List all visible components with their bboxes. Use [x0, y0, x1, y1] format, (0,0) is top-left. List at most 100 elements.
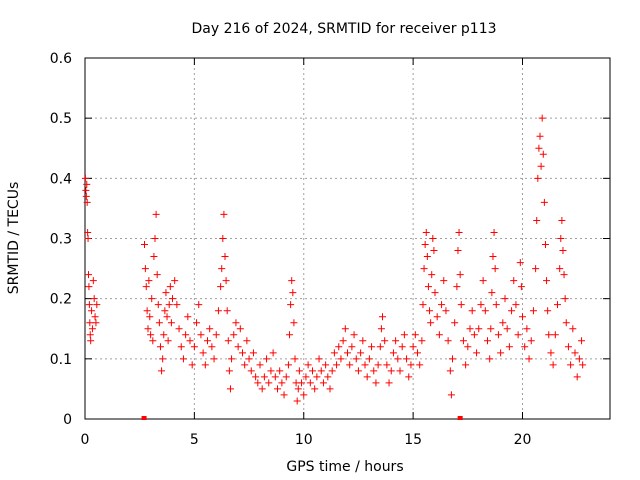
data-point [449, 355, 456, 363]
data-point [492, 301, 500, 309]
data-point [236, 325, 244, 333]
data-point [385, 379, 393, 387]
data-point [431, 289, 439, 297]
y-tick-label: 0.1 [50, 352, 72, 368]
data-point [324, 373, 332, 381]
data-point [454, 247, 462, 255]
data-point [424, 283, 432, 291]
data-point [536, 132, 544, 140]
data-point [193, 319, 201, 327]
data-point [190, 343, 198, 351]
data-point [322, 361, 330, 369]
data-point [221, 253, 229, 261]
data-point [429, 235, 437, 242]
data-point [280, 391, 288, 399]
data-point [298, 379, 306, 387]
data-point [150, 253, 158, 261]
data-point [512, 301, 520, 309]
data-point [195, 301, 203, 309]
x-tick-label: 15 [404, 432, 422, 448]
y-tick-label: 0.3 [50, 232, 72, 248]
data-point [225, 367, 233, 375]
data-point [306, 379, 314, 387]
data-point [165, 301, 173, 309]
data-point [294, 385, 302, 393]
data-point [274, 385, 281, 393]
data-point [82, 192, 90, 200]
data-point [287, 301, 295, 309]
data-point [92, 319, 100, 327]
data-point [291, 355, 299, 363]
data-point [83, 198, 91, 206]
data-point [451, 319, 459, 327]
data-point [230, 331, 238, 339]
data-point [487, 325, 495, 333]
data-point [394, 355, 402, 363]
data-point [392, 337, 400, 345]
y-tick-label: 0 [63, 412, 72, 428]
data-point [462, 361, 470, 369]
data-point [556, 265, 564, 273]
y-tick-label: 0.2 [50, 292, 72, 308]
x-axis-label: GPS time / hours [286, 459, 403, 475]
data-point [304, 361, 312, 369]
data-point [426, 307, 434, 315]
data-point [84, 228, 92, 236]
data-point [440, 277, 448, 285]
data-point [407, 361, 415, 369]
data-point [241, 361, 249, 369]
data-point [535, 144, 543, 152]
data-point [223, 307, 231, 315]
data-point [201, 361, 209, 369]
data-point [579, 361, 587, 369]
data-point [224, 337, 232, 345]
data-point [161, 307, 169, 315]
data-point [90, 295, 98, 303]
data-point [148, 295, 156, 303]
y-tick-label: 0.5 [50, 111, 72, 127]
data-point [490, 228, 498, 236]
data-point [494, 331, 502, 339]
data-point [153, 271, 161, 279]
data-point [383, 361, 391, 369]
data-point [564, 343, 572, 351]
data-point [164, 337, 172, 345]
data-point [311, 385, 319, 393]
data-point [501, 295, 509, 303]
data-point [149, 337, 157, 345]
data-point [226, 385, 234, 393]
data-point [516, 259, 524, 267]
data-point [218, 265, 226, 273]
data-point [575, 355, 583, 363]
data-point [398, 343, 406, 351]
data-point [578, 337, 586, 345]
data-point [152, 210, 160, 218]
data-point [158, 367, 166, 375]
data-point [145, 277, 153, 285]
data-point [430, 247, 438, 255]
data-point [571, 349, 579, 357]
data-point [573, 373, 581, 381]
data-point [459, 337, 467, 345]
data-point [486, 355, 494, 363]
data-point [423, 253, 431, 261]
data-point [289, 289, 297, 297]
data-point [232, 319, 240, 327]
data-point [473, 349, 481, 357]
data-point [295, 367, 303, 375]
data-point [368, 343, 376, 351]
data-point [376, 343, 384, 351]
data-point [151, 235, 159, 242]
data-point [549, 361, 557, 369]
data-point [293, 397, 301, 405]
data-point [357, 349, 365, 357]
data-point [537, 162, 545, 170]
data-point [567, 361, 575, 369]
x-tick-label: 20 [514, 432, 532, 448]
data-point [350, 331, 358, 339]
data-point [166, 283, 174, 291]
data-point [286, 331, 294, 339]
data-point [315, 355, 323, 363]
data-point [254, 379, 262, 387]
